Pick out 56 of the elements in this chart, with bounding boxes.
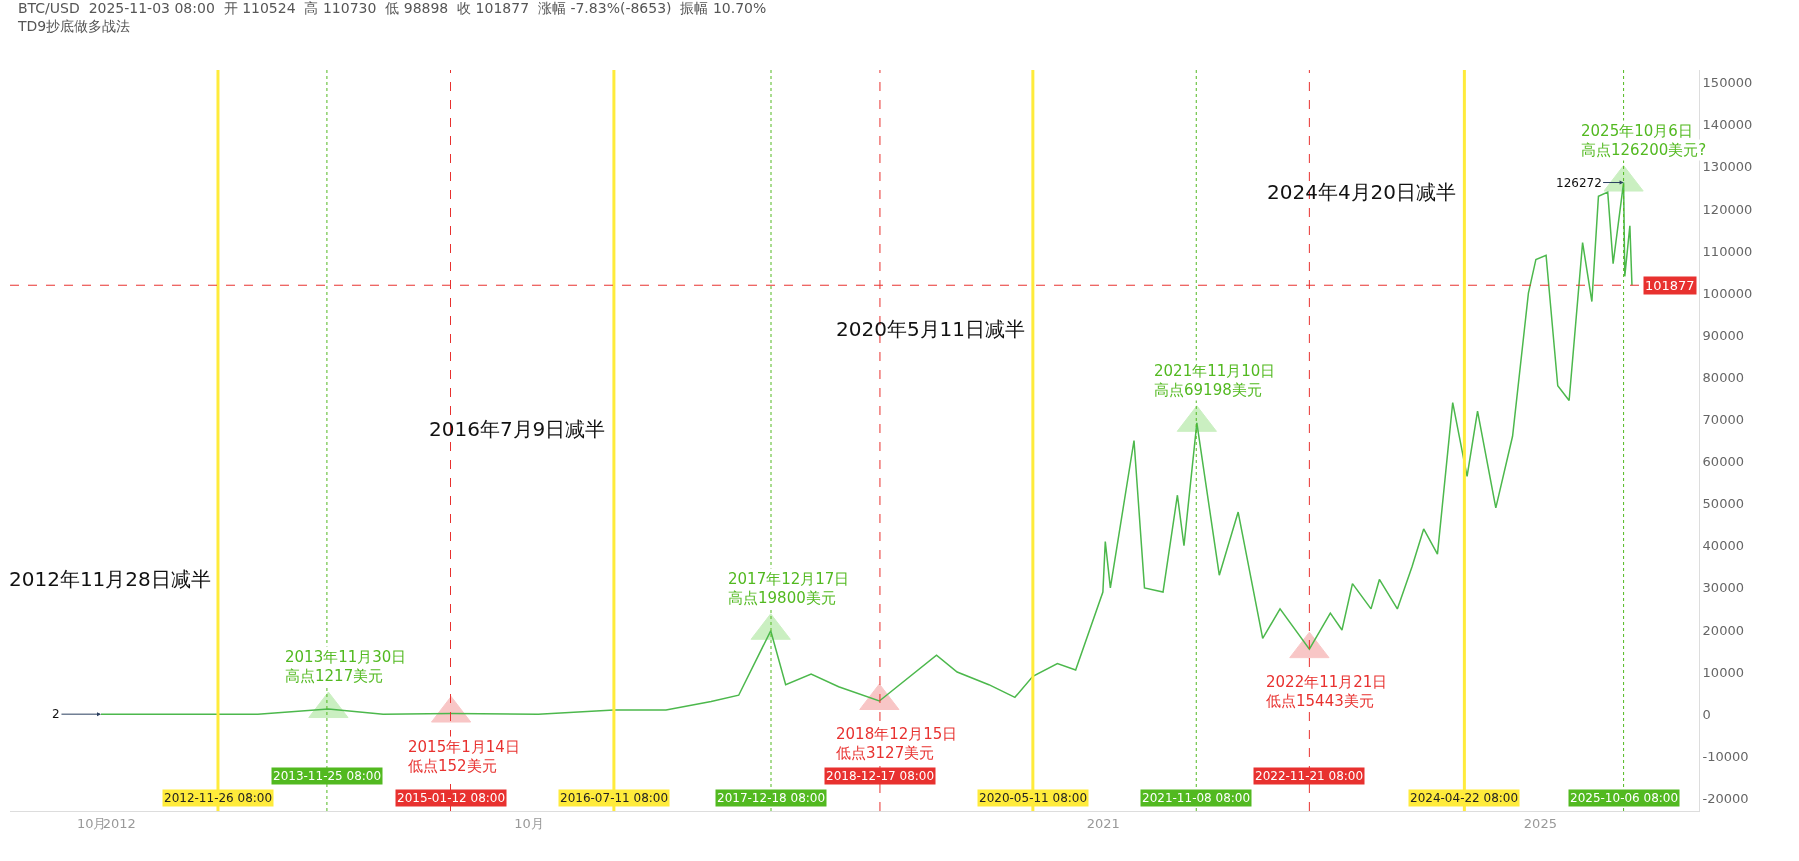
ref-line-label: 2017-12-18 08:00 (717, 791, 826, 805)
y-tick-label: 60000 (1702, 454, 1744, 470)
annotation: 2012年11月28日减半 (9, 567, 211, 591)
annotation: 2021年11月10日 (1154, 362, 1276, 380)
ref-line-label: 2021-11-08 08:00 (1142, 791, 1251, 805)
annotation: 2020年5月11日减半 (836, 317, 1026, 341)
annotation: 2018年12月15日 (836, 725, 958, 743)
annotation: 2024年4月20日减半 (1267, 180, 1457, 204)
y-tick-label: 70000 (1702, 412, 1744, 427)
annotation: 2016年7月9日减半 (429, 417, 606, 441)
annotation: 126272 (1556, 176, 1602, 190)
y-tick-label: 50000 (1702, 496, 1744, 512)
y-tick-label: 20000 (1702, 622, 1744, 638)
y-tick-label: 80000 (1702, 369, 1744, 385)
ref-line-label: 2020-05-11 08:00 (979, 791, 1088, 805)
annotation: 2013年11月30日 (285, 648, 407, 666)
chart-subtitle: TD9抄底做多战法 (16, 18, 131, 35)
annotation: 2022年11月21日 (1266, 673, 1388, 691)
ref-line-label: 2024-04-22 08:00 (1410, 791, 1519, 805)
ref-line-label: 2016-07-11 08:00 (560, 791, 669, 805)
y-tick-label: 120000 (1702, 201, 1753, 217)
annotation: 高点69198美元 (1154, 381, 1262, 399)
y-tick-label: -20000 (1702, 790, 1749, 806)
ref-line-label: 2013-11-25 08:00 (273, 769, 382, 783)
y-tick-label: 130000 (1702, 159, 1753, 175)
annotation: 2017年12月17日 (728, 570, 850, 588)
annotation: 2 (52, 707, 60, 721)
annotation: 2025年10月6日 (1581, 122, 1693, 140)
ref-line-label: 2015-01-12 08:00 (397, 791, 506, 805)
annotation: 低点3127美元 (836, 744, 935, 762)
y-tick-label: 90000 (1702, 327, 1744, 343)
chart-title: BTC/USD 2025-11-03 08:00 开 110524 高 110730 低 98898 收 101877 涨幅 -7.83%(-8653) 振幅 10.70% (17, 0, 767, 16)
y-tick-label: 40000 (1702, 538, 1744, 554)
annotation: 高点19800美元 (728, 589, 836, 607)
y-tick-label: 140000 (1702, 117, 1753, 133)
y-tick-label: 10000 (1702, 664, 1744, 680)
annotation: 低点15443美元 (1266, 692, 1374, 710)
annotation: 高点1217美元 (285, 667, 384, 685)
y-tick-label: 100000 (1702, 285, 1753, 301)
ref-line-label: 2018-12-17 08:00 (826, 769, 935, 783)
y-tick-label: 150000 (1702, 75, 1753, 91)
ref-line-label: 2022-11-21 08:00 (1255, 769, 1364, 783)
x-tick-label: 2025 (1523, 815, 1557, 831)
y-tick-label: -10000 (1702, 748, 1749, 764)
ref-line-label: 101877 (1645, 278, 1695, 293)
x-tick-label: 2012 (102, 815, 136, 831)
y-tick-label: 0 (1702, 706, 1711, 722)
y-tick-label: 110000 (1702, 243, 1753, 259)
ref-line-label: 2025-10-06 08:00 (1570, 791, 1679, 805)
x-tick-label: 10月 (514, 815, 544, 831)
annotation: 高点126200美元? (1581, 141, 1707, 159)
y-tick-label: 30000 (1702, 580, 1744, 596)
ref-line-label: 2012-11-26 08:00 (164, 791, 273, 805)
annotation: 低点152美元 (408, 757, 497, 775)
x-tick-label: 2021 (1086, 815, 1120, 831)
annotation: 2015年1月14日 (408, 738, 520, 756)
